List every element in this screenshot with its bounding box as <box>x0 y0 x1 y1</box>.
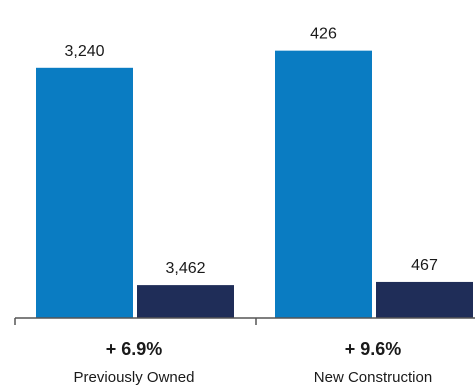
category-label-previously-owned: Previously Owned <box>74 369 195 386</box>
value-label-new-construction-series-1: 426 <box>310 26 337 43</box>
change-label-previously-owned: + 6.9% <box>106 339 163 359</box>
change-label-new-construction: + 9.6% <box>345 339 402 359</box>
bar-new-construction-series-2 <box>376 281 473 318</box>
bar-previously-owned-series-2 <box>137 285 234 318</box>
category-label-new-construction: New Construction <box>314 369 432 386</box>
value-label-new-construction-series-2: 467 <box>411 257 438 274</box>
value-labels-group: 3,240 3,462 426 467 <box>64 26 437 277</box>
value-label-previously-owned-series-1: 3,240 <box>64 43 104 60</box>
bar-new-construction-series-1 <box>275 50 372 318</box>
value-label-previously-owned-series-2: 3,462 <box>165 260 205 277</box>
bars-group <box>36 50 473 318</box>
bar-previously-owned-series-1 <box>36 67 133 318</box>
